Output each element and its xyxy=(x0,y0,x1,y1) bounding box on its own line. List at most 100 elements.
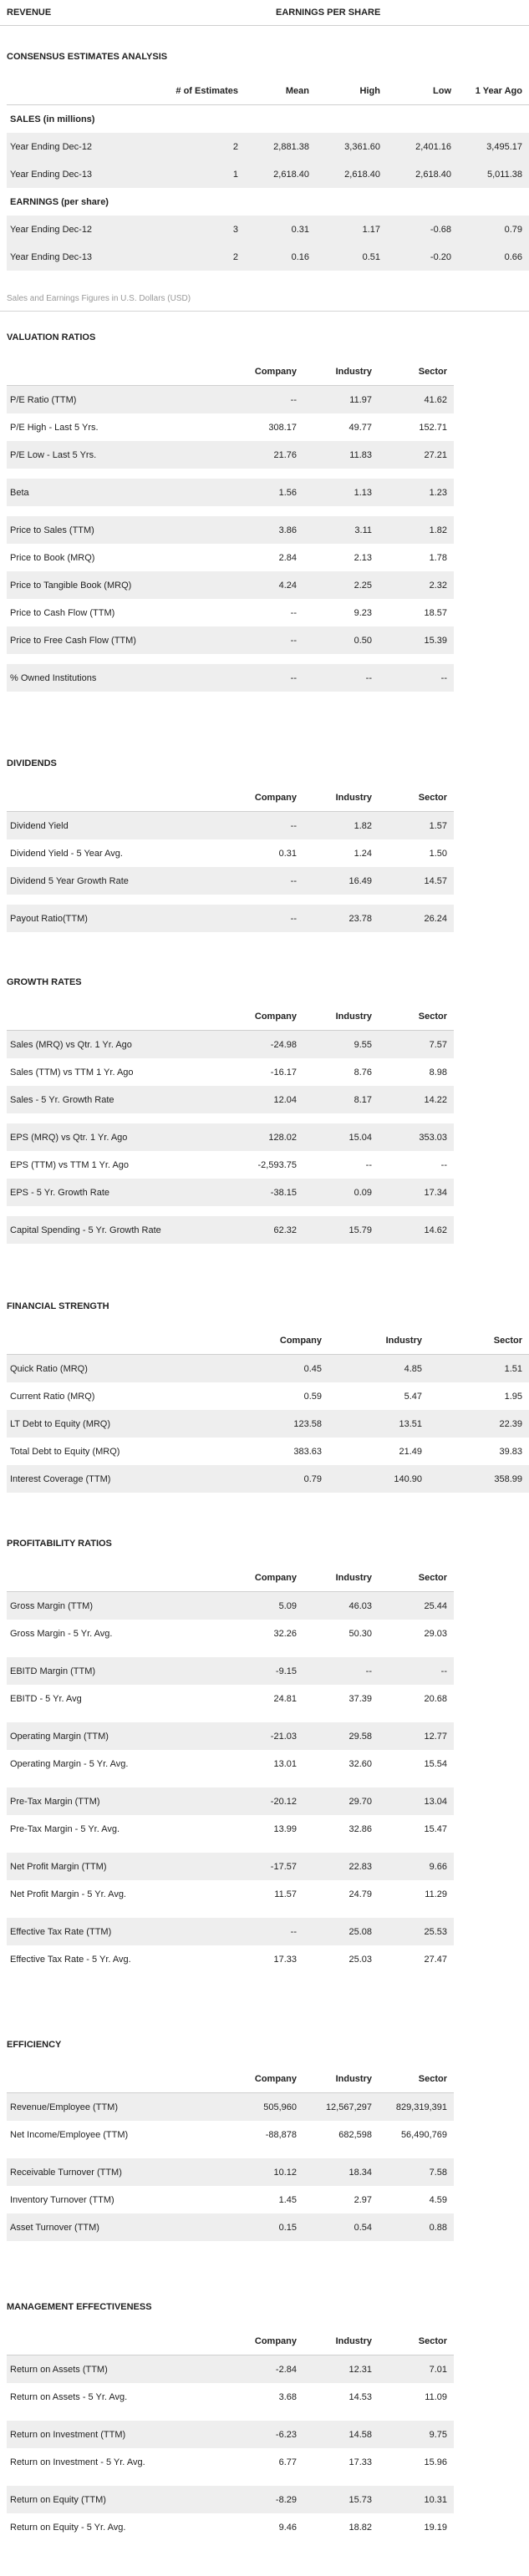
cell-value: -- xyxy=(228,385,303,413)
row-label: P/E High - Last 5 Yrs. xyxy=(10,422,99,433)
row-label: Return on Equity (TTM) xyxy=(7,2486,228,2513)
currency-note: Sales and Earnings Figures in U.S. Dolla… xyxy=(7,294,191,303)
cell-value: -0.68 xyxy=(387,216,458,243)
table-row: Return on Equity - 5 Yr. Avg. 9.46 18.82 19… xyxy=(7,2513,454,2541)
table-row: P/E High - Last 5 Yrs. 308.17 49.77 152.71 xyxy=(7,413,454,441)
cell-value: 17.34 xyxy=(379,1179,454,1206)
cell-value: 1.17 xyxy=(316,216,387,243)
cell-value: 0.31 xyxy=(245,216,316,243)
cell-value: 9.55 xyxy=(303,1030,379,1058)
row-label: Sales - 5 Yr. Growth Rate xyxy=(7,1086,228,1113)
column-header: Industry xyxy=(303,1002,379,1031)
cell-value: -0.20 xyxy=(387,243,458,271)
cell-value: 0.50 xyxy=(303,626,379,654)
column-header xyxy=(7,77,132,105)
row-label: Return on Investment (TTM) xyxy=(7,2421,228,2448)
spacer xyxy=(7,2476,454,2486)
cell-value: -16.17 xyxy=(270,1067,297,1078)
column-header: Company xyxy=(228,357,303,386)
profitability-title: PROFITABILITY RATIOS xyxy=(7,1539,112,1549)
cell-value: 0.09 xyxy=(303,1179,379,1206)
cell-value: 1.95 xyxy=(504,1391,522,1402)
cell-value: 0.51 xyxy=(316,243,387,271)
row-label: Receivable Turnover (TTM) xyxy=(7,2158,228,2186)
cell-value: 21.49 xyxy=(399,1446,422,1457)
cell-value: 15.39 xyxy=(379,626,454,654)
cell-value: 56,490,769 xyxy=(400,2129,447,2140)
cell-value: 2.13 xyxy=(354,552,372,563)
cell-value: 7.57 xyxy=(379,1030,454,1058)
valuation-title: VALUATION RATIOS xyxy=(7,332,96,342)
row-label: EPS - 5 Yr. Growth Rate xyxy=(7,1179,228,1206)
table-row: Sales (MRQ) vs Qtr. 1 Yr. Ago -24.98 9.55 7… xyxy=(7,1030,454,1058)
cell-value: 1.57 xyxy=(379,811,454,839)
dividends-title: DIVIDENDS xyxy=(7,758,57,768)
cell-value: 25.08 xyxy=(303,1918,379,1945)
row-label: Net Income/Employee (TTM) xyxy=(10,2129,129,2140)
cell-value: 15.54 xyxy=(424,1758,447,1769)
spacer xyxy=(7,2148,454,2158)
cell-value: 18.57 xyxy=(424,607,447,618)
table-row: Price to Tangible Book (MRQ) 4.24 2.25 2.32 xyxy=(7,571,454,599)
cell-value: 308.17 xyxy=(268,422,297,433)
efficiency-title: EFFICIENCY xyxy=(7,2040,62,2050)
cell-value: 8.98 xyxy=(429,1067,447,1078)
row-label: Net Profit Margin - 5 Yr. Avg. xyxy=(10,1889,126,1899)
row-label: Current Ratio (MRQ) xyxy=(10,1391,95,1402)
row-label: Dividend Yield xyxy=(7,811,228,839)
table-row: Dividend Yield - 5 Year Avg. 0.31 1.24 1.50 xyxy=(7,839,454,867)
growth-table: Company Industry Sector Sales (MRQ) vs Qtr.… xyxy=(7,1002,454,1244)
cell-value: 6.77 xyxy=(278,2457,297,2467)
column-header xyxy=(7,2065,228,2093)
row-label: Sales (MRQ) vs Qtr. 1 Yr. Ago xyxy=(7,1030,228,1058)
cell-value: 3.68 xyxy=(278,2391,297,2402)
row-label: Net Profit Margin (TTM) xyxy=(7,1853,228,1880)
cell-value: 0.45 xyxy=(228,1354,328,1382)
cell-value: 1.82 xyxy=(379,516,454,544)
cell-value: 11.09 xyxy=(425,2391,447,2402)
column-header xyxy=(7,2327,228,2355)
cell-value: 13.04 xyxy=(379,1787,454,1815)
cell-value: -6.23 xyxy=(228,2421,303,2448)
spacer-row xyxy=(7,2411,454,2421)
cell-value: -- xyxy=(365,1159,372,1170)
spacer-row xyxy=(7,654,454,664)
eps-tab[interactable]: EARNINGS PER SHARE xyxy=(276,8,381,18)
cell-value: 0.15 xyxy=(228,2213,303,2241)
cell-value: 18.82 xyxy=(348,2522,372,2533)
cell-value: 62.32 xyxy=(228,1216,303,1244)
cell-value: 11.83 xyxy=(303,441,379,469)
cell-value: -88,878 xyxy=(265,2129,297,2140)
cell-value: 15.04 xyxy=(303,1123,379,1151)
column-header: Industry xyxy=(328,1326,429,1355)
spacer-row xyxy=(7,2476,454,2486)
revenue-tab[interactable]: REVENUE xyxy=(7,8,52,18)
cell-value: 9.23 xyxy=(354,607,372,618)
table-row: Asset Turnover (TTM) 0.15 0.54 0.88 xyxy=(7,2213,454,2241)
cell-value: 1 xyxy=(132,160,245,188)
row-label: Price to Sales (TTM) xyxy=(7,516,228,544)
spacer-row xyxy=(7,1843,454,1853)
row-label: P/E Low - Last 5 Yrs. xyxy=(7,441,228,469)
spacer xyxy=(7,506,454,516)
valuation-table: Company Industry Sector P/E Ratio (TTM) -- 11… xyxy=(7,357,454,692)
column-header: Industry xyxy=(303,1564,379,1592)
table-row: Price to Sales (TTM) 3.86 3.11 1.82 xyxy=(7,516,454,544)
row-label: Year Ending Dec-13 xyxy=(7,243,132,271)
row-label: Operating Margin (TTM) xyxy=(7,1722,228,1750)
cell-value: 24.79 xyxy=(348,1889,372,1899)
row-label: P/E Ratio (TTM) xyxy=(7,385,228,413)
cell-value: 2 xyxy=(132,133,245,160)
row-label: Year Ending Dec-12 xyxy=(7,133,132,160)
consensus-table: # of Estimates Mean High Low 1 Year Ago SALES… xyxy=(7,77,529,271)
table-row: Operating Margin - 5 Yr. Avg. 13.01 32.60 1… xyxy=(7,1750,454,1777)
column-header: Sector xyxy=(379,2065,454,2093)
cell-value: 1.45 xyxy=(278,2194,297,2205)
column-header xyxy=(7,1002,228,1031)
cell-value: 26.24 xyxy=(379,905,454,932)
spacer xyxy=(7,1113,454,1123)
row-label: EPS (MRQ) vs Qtr. 1 Yr. Ago xyxy=(7,1123,228,1151)
cell-value: -- xyxy=(290,607,297,618)
table-row: Revenue/Employee (TTM) 505,960 12,567,297 8… xyxy=(7,2092,454,2121)
column-header: Industry xyxy=(303,2327,379,2355)
